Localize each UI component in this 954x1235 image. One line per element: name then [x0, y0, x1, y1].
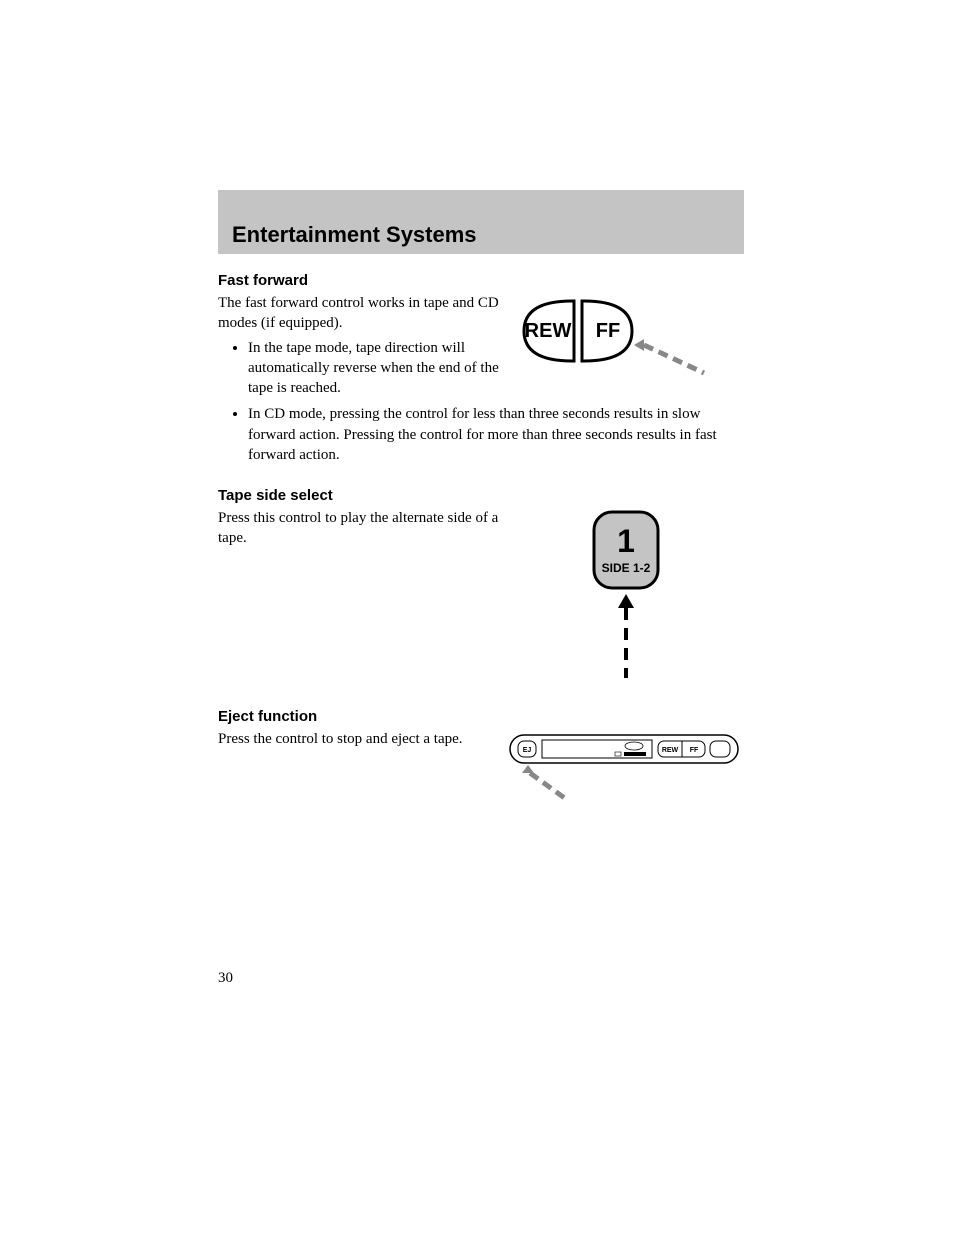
page-content: Entertainment Systems Fast forward The f… [218, 190, 744, 814]
side-text-col: Press this control to play the alternate… [218, 508, 508, 553]
header-band: Entertainment Systems [218, 190, 744, 254]
eject-figure: EJ REW FF [506, 729, 744, 814]
page-number: 30 [218, 970, 233, 987]
ej-label: EJ [523, 747, 532, 754]
side-figure: 1 SIDE 1-2 [508, 508, 744, 688]
ff-bullets-2: In CD mode, pressing the control for les… [218, 404, 744, 465]
ff-bullets: In the tape mode, tape direction will au… [218, 338, 504, 399]
eject-intro: Press the control to stop and eject a ta… [218, 729, 506, 749]
ff-row: The fast forward control works in tape a… [218, 293, 744, 402]
rew-label: REW [525, 320, 572, 342]
page-title: Entertainment Systems [232, 222, 477, 248]
ff-bullet-1: In CD mode, pressing the control for les… [248, 404, 744, 465]
section-heading-side: Tape side select [218, 487, 744, 504]
ff-text-col: The fast forward control works in tape a… [218, 293, 504, 402]
rew-ff-buttons-icon: REW FF [504, 293, 744, 383]
eject-text-col: Press the control to stop and eject a ta… [218, 729, 506, 753]
side-button-icon: 1 SIDE 1-2 [556, 508, 696, 688]
ff-intro: The fast forward control works in tape a… [218, 293, 504, 334]
side-intro: Press this control to play the alternate… [218, 508, 508, 549]
rew-label-small: REW [662, 747, 679, 754]
side-row: Press this control to play the alternate… [218, 508, 744, 688]
ff-label: FF [596, 320, 620, 342]
ff-bullet-0: In the tape mode, tape direction will au… [248, 338, 504, 399]
side-subtext: SIDE 1-2 [602, 561, 651, 575]
section-heading-ff: Fast forward [218, 272, 744, 289]
ff-figure: REW FF [504, 293, 744, 388]
tape-deck-icon: EJ REW FF [506, 729, 744, 809]
section-heading-eject: Eject function [218, 708, 744, 725]
side-number: 1 [617, 523, 635, 559]
ff-label-small: FF [690, 747, 699, 754]
eject-row: Press the control to stop and eject a ta… [218, 729, 744, 814]
